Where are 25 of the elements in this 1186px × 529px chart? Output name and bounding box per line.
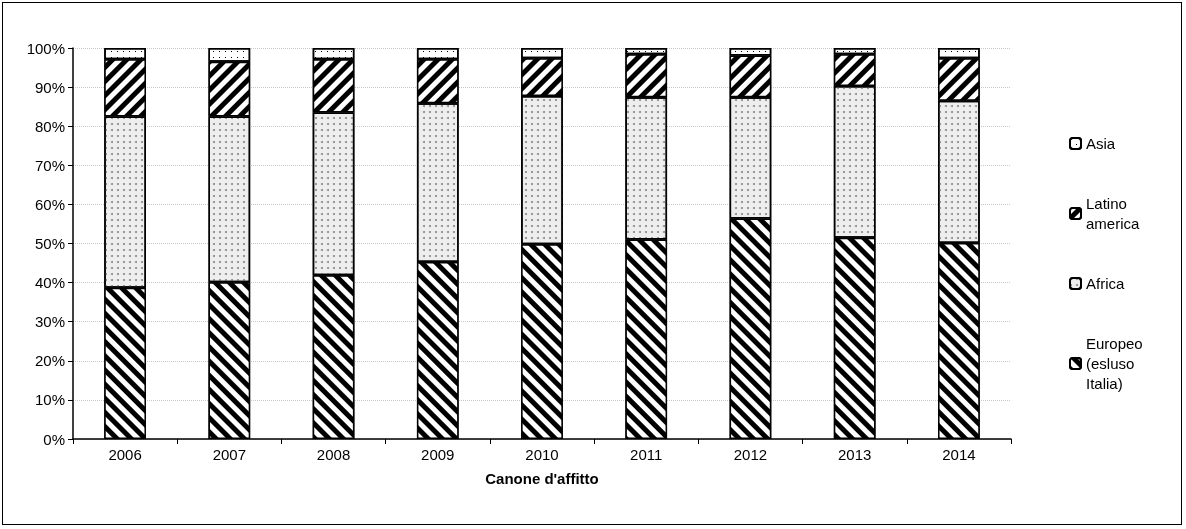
y-tick-label: 80% [34,117,65,135]
y-tick-label: 20% [34,352,65,370]
legend-label: Asia [1086,135,1116,152]
legend-label: Latino america [1086,195,1141,232]
x-tick-label: 2009 [421,446,455,463]
y-tick-label: 50% [34,235,65,252]
x-tick-label: 2012 [733,446,768,463]
y-tick-label: 0% [43,430,65,448]
y-tick-label: 10% [34,391,65,409]
y-tick-label: 90% [34,78,65,96]
x-tick-label: 2008 [316,446,351,463]
x-tick-label: 2014 [942,446,976,463]
x-tick-label: 2013 [837,446,872,463]
x-tick-label: 2007 [212,446,247,463]
y-tick-label: 40% [34,274,65,292]
x-tick-label: 2006 [108,446,142,463]
y-tick-label: 70% [34,156,65,174]
legend-label: Africa [1086,275,1125,292]
x-tick-label: 2010 [525,446,559,463]
y-tick-label: 60% [34,195,65,213]
x-tick-label: 2011 [630,446,663,463]
y-tick-label: 30% [34,313,65,331]
y-tick-label: 100% [26,39,65,57]
x-axis-title: Canone d'affitto [485,470,599,487]
legend-label: Europeo (esluso Italia) [1086,335,1147,392]
